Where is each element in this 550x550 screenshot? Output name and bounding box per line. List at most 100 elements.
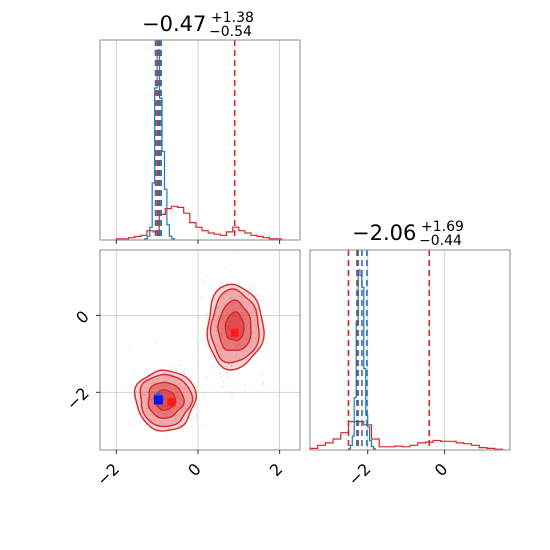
sample-point — [231, 392, 233, 394]
sample-point — [185, 399, 187, 401]
sample-point — [254, 338, 257, 340]
param2-title-value: −2.06 — [352, 221, 416, 245]
sample-point — [183, 373, 186, 375]
sample-point — [176, 391, 178, 393]
sample-point — [158, 405, 160, 407]
sample-point — [170, 411, 173, 414]
sample-point — [146, 397, 148, 399]
sample-point — [204, 280, 206, 282]
sample-point — [231, 337, 233, 339]
sample-point — [261, 334, 263, 336]
sample-point — [194, 419, 197, 421]
sample-point — [195, 407, 197, 409]
sample-point — [168, 427, 170, 430]
sample-point — [240, 325, 242, 328]
x-tick-label: −2 — [344, 459, 374, 489]
sample-point — [169, 368, 171, 370]
sample-point — [132, 425, 134, 427]
sample-point — [228, 326, 230, 328]
sample-point — [175, 414, 177, 417]
x-tick-label: 0 — [431, 459, 452, 480]
sample-point — [229, 292, 231, 295]
density-contour — [224, 311, 245, 342]
sample-point — [224, 318, 227, 320]
sample-point — [150, 419, 153, 421]
param1-title-value: −0.47 — [142, 12, 206, 36]
sample-point — [246, 324, 248, 327]
sample-point — [247, 321, 249, 323]
sample-point — [169, 427, 171, 429]
sample-point — [200, 296, 202, 298]
sample-point — [165, 385, 168, 388]
sample-point — [245, 308, 247, 310]
sample-point — [242, 317, 244, 319]
sample-point — [139, 421, 142, 424]
sample-point — [257, 294, 259, 297]
sample-point — [179, 363, 181, 366]
sample-point — [220, 353, 222, 355]
sample-point — [150, 393, 152, 396]
sample-point — [154, 419, 156, 421]
sample-point — [166, 385, 168, 387]
sample-point — [244, 384, 246, 386]
sample-point — [228, 364, 230, 366]
sample-point — [241, 311, 243, 314]
sample-point — [215, 319, 217, 321]
sample-point — [240, 306, 242, 309]
sample-point — [176, 395, 178, 398]
sample-point — [159, 421, 162, 423]
sample-point — [210, 355, 213, 357]
sample-point — [143, 411, 145, 413]
sample-point — [220, 376, 223, 378]
sample-point — [132, 369, 134, 372]
param1-title-minus: −0.54 — [209, 24, 252, 40]
sample-point — [262, 382, 265, 385]
sample-point — [229, 328, 231, 330]
histogram-series-1 — [115, 205, 283, 240]
sample-point — [158, 378, 160, 380]
sample-point — [218, 349, 221, 351]
sample-point — [240, 296, 243, 298]
sample-point — [214, 297, 216, 299]
y-tick-label: −2 — [63, 384, 93, 414]
sample-point — [218, 316, 220, 318]
sample-point — [246, 337, 248, 340]
sample-point — [235, 354, 237, 356]
sample-point — [163, 413, 165, 415]
median-marker — [167, 397, 176, 406]
sample-point — [231, 290, 233, 292]
sample-point — [263, 297, 265, 299]
sample-point — [253, 355, 255, 357]
sample-point — [247, 306, 249, 308]
sample-point — [186, 380, 188, 382]
sample-point — [176, 397, 178, 399]
sample-point — [178, 414, 180, 416]
sample-point — [184, 408, 186, 410]
median-marker — [153, 395, 163, 405]
sample-point — [162, 413, 164, 416]
sample-point — [248, 294, 250, 296]
density-contour — [206, 283, 265, 371]
sample-point — [129, 348, 131, 351]
sample-point — [142, 394, 145, 396]
sample-point — [221, 332, 223, 335]
sample-point — [174, 392, 177, 394]
sample-point — [223, 386, 225, 388]
sample-point — [236, 345, 238, 347]
sample-point — [151, 391, 153, 393]
sample-point — [221, 347, 224, 349]
sample-point — [169, 410, 171, 413]
sample-point — [205, 274, 207, 277]
sample-point — [149, 396, 151, 398]
sample-point — [165, 413, 167, 416]
sample-point — [219, 373, 221, 375]
sample-point — [151, 399, 153, 401]
sample-point — [229, 328, 231, 330]
sample-point — [238, 295, 241, 297]
sample-point — [150, 413, 152, 416]
sample-point — [152, 409, 154, 411]
sample-point — [234, 326, 237, 328]
sample-point — [233, 337, 235, 339]
sample-point — [237, 343, 240, 345]
